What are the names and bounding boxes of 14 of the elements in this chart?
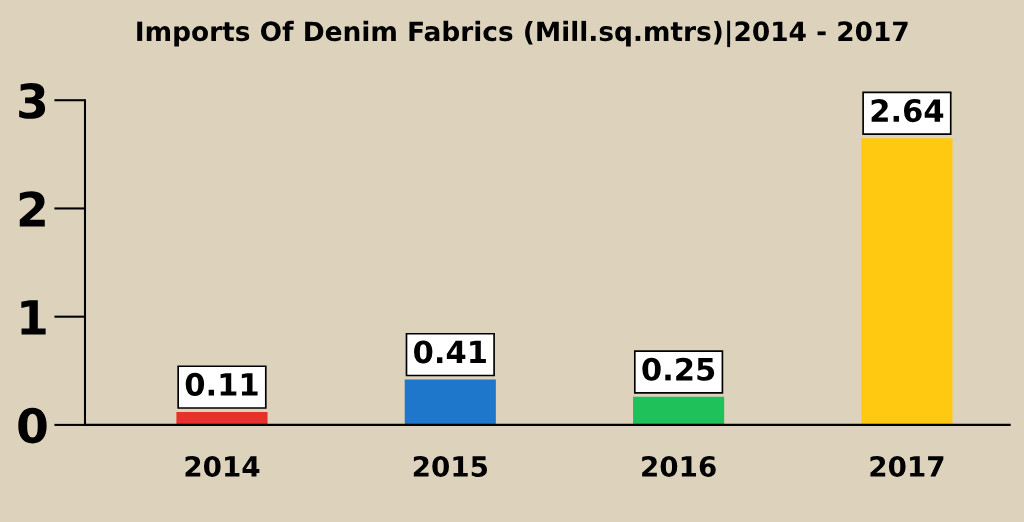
y-tick-label: 2 xyxy=(19,191,45,227)
data-label: 0.11 xyxy=(185,372,258,396)
y-tick-label: 0 xyxy=(18,407,47,444)
bar xyxy=(861,138,953,425)
x-tick-label: 2014 xyxy=(185,455,260,477)
y-tick-label: 1 xyxy=(21,300,46,335)
x-tick-label: 2015 xyxy=(413,455,488,477)
data-label: 0.25 xyxy=(642,357,715,381)
data-label: 2.64 xyxy=(871,99,944,123)
x-tick-label: 2017 xyxy=(870,455,944,477)
y-tick-label: 3 xyxy=(19,83,46,119)
x-tick-label: 2016 xyxy=(642,455,716,477)
chart-title: Imports Of Denim Fabrics (Mill.sq.mtrs)|2014 - 2017 xyxy=(137,20,908,48)
data-label: 0.41 xyxy=(414,340,486,364)
